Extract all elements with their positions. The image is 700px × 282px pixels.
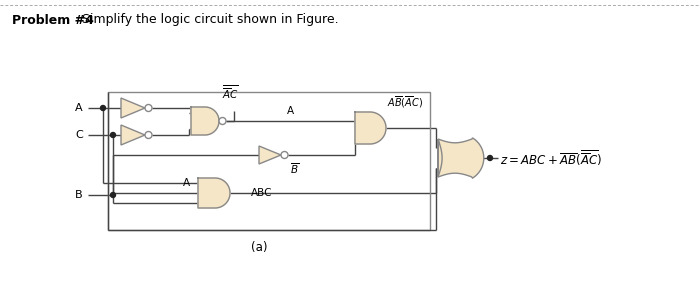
Text: A: A	[287, 106, 294, 116]
Text: B: B	[76, 190, 83, 200]
Text: Simplify the logic circuit shown in Figure.: Simplify the logic circuit shown in Figu…	[78, 14, 339, 27]
Bar	[108, 92, 430, 230]
Circle shape	[145, 131, 152, 138]
Text: A: A	[76, 103, 83, 113]
Circle shape	[487, 155, 493, 160]
Text: C: C	[76, 130, 83, 140]
Text: Problem #4: Problem #4	[12, 14, 94, 27]
Polygon shape	[198, 178, 230, 208]
Circle shape	[101, 105, 106, 111]
Polygon shape	[438, 138, 484, 178]
Text: $\overline{B}$: $\overline{B}$	[290, 161, 299, 176]
Polygon shape	[355, 112, 386, 144]
Circle shape	[145, 105, 152, 111]
Circle shape	[111, 133, 116, 138]
Polygon shape	[121, 125, 145, 145]
Text: (a): (a)	[251, 241, 267, 254]
Circle shape	[111, 193, 116, 197]
Polygon shape	[259, 146, 281, 164]
Circle shape	[281, 151, 288, 158]
Polygon shape	[121, 98, 145, 118]
Text: $A\overline{B}(\overline{A}C)$: $A\overline{B}(\overline{A}C)$	[387, 94, 423, 110]
Circle shape	[219, 118, 226, 124]
Text: $z = ABC + \overline{A}\overline{B}(\overline{\overline{A}C})$: $z = ABC + \overline{A}\overline{B}(\ove…	[500, 148, 602, 168]
Text: $\overline{\overline{A}C}$: $\overline{\overline{A}C}$	[222, 83, 239, 101]
Text: A: A	[183, 178, 190, 188]
Text: ABC: ABC	[251, 188, 272, 198]
Polygon shape	[191, 107, 219, 135]
